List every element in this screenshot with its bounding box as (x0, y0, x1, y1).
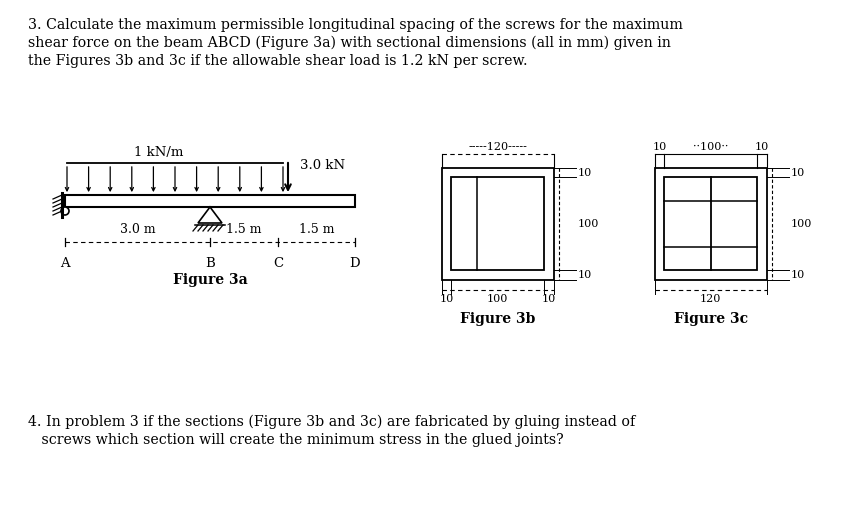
Bar (65, 195, 355, 207)
Bar (655, 168, 766, 280)
Text: A: A (60, 257, 70, 270)
Text: 10: 10 (439, 294, 454, 304)
Text: 10: 10 (790, 270, 805, 280)
Text: 4. In problem 3 if the sections (Figure 3b and 3c) are fabricated by gluing inst: 4. In problem 3 if the sections (Figure … (28, 415, 635, 429)
Text: 3.0 m: 3.0 m (120, 223, 155, 236)
Text: the Figures 3b and 3c if the allowable shear load is 1.2 kN per screw.: the Figures 3b and 3c if the allowable s… (28, 54, 528, 68)
Text: 3. Calculate the maximum permissible longitudinal spacing of the screws for the : 3. Calculate the maximum permissible lon… (28, 18, 683, 32)
Text: shear force on the beam ABCD (Figure 3a) with sectional dimensions (all in mm) g: shear force on the beam ABCD (Figure 3a)… (28, 36, 671, 51)
Text: 1.5 m: 1.5 m (299, 223, 334, 236)
Bar (451, 177, 544, 270)
Circle shape (61, 207, 69, 215)
Text: 100: 100 (790, 219, 812, 229)
Bar (442, 168, 554, 280)
Text: -----120-----: -----120----- (468, 142, 527, 152)
Text: 10: 10 (653, 142, 666, 152)
Text: 10: 10 (755, 142, 769, 152)
Text: D: D (350, 257, 360, 270)
Text: Figure 3b: Figure 3b (460, 312, 536, 326)
Text: Figure 3c: Figure 3c (674, 312, 748, 326)
Text: 10: 10 (542, 294, 556, 304)
Text: 10: 10 (578, 168, 592, 178)
Text: 3.0 kN: 3.0 kN (300, 159, 345, 172)
Text: screws which section will create the minimum stress in the glued joints?: screws which section will create the min… (28, 433, 564, 447)
Text: 10: 10 (790, 168, 805, 178)
Text: B: B (205, 257, 215, 270)
Text: 10: 10 (578, 270, 592, 280)
Text: C: C (273, 257, 283, 270)
Text: 1 kN/m: 1 kN/m (134, 146, 183, 159)
Text: 100: 100 (578, 219, 599, 229)
Bar (665, 177, 758, 270)
Text: ··100··: ··100·· (693, 142, 728, 152)
Text: 100: 100 (487, 294, 509, 304)
Text: 120: 120 (700, 294, 722, 304)
Text: 1.5 m: 1.5 m (226, 223, 262, 236)
Text: Figure 3a: Figure 3a (172, 273, 247, 287)
